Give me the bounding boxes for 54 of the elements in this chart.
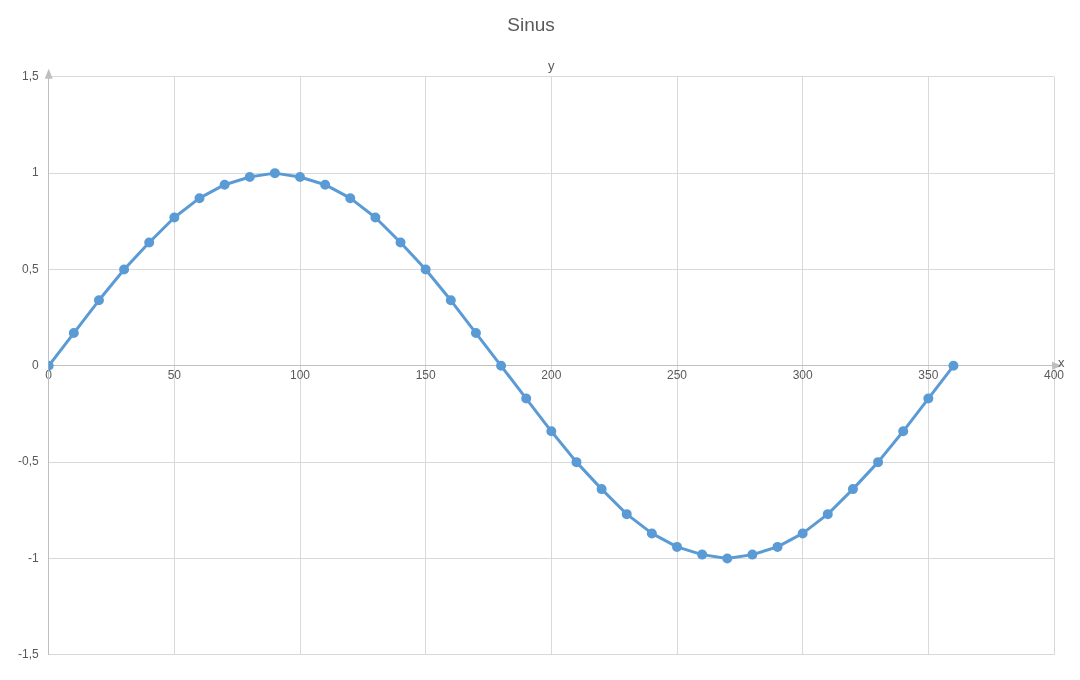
x-tick-label: 100	[289, 368, 311, 383]
point	[521, 393, 532, 404]
point	[93, 295, 104, 306]
point	[496, 360, 507, 371]
point	[395, 237, 406, 248]
y-tick-label: 1	[31, 165, 39, 180]
point	[320, 179, 331, 190]
point	[948, 360, 959, 371]
x-tick-label: 150	[415, 368, 437, 383]
x-tick-label: 50	[167, 368, 182, 383]
point	[571, 457, 582, 468]
y-tick-label: 1,5	[21, 69, 39, 84]
chart-title: Sinus	[507, 13, 555, 35]
point	[797, 528, 808, 539]
point	[219, 179, 230, 190]
point	[596, 484, 607, 495]
point	[898, 426, 909, 437]
point	[772, 541, 783, 552]
x-tick-label: 300	[792, 368, 813, 383]
y-axis-title: y	[548, 57, 556, 73]
point	[68, 328, 79, 339]
point	[621, 509, 632, 520]
x-axis-title: x	[1058, 355, 1065, 371]
y-tick-label: -1,5	[17, 647, 39, 662]
x-tick-label: 250	[666, 368, 688, 383]
point	[873, 457, 884, 468]
point	[144, 237, 155, 248]
point	[345, 193, 356, 204]
point	[470, 328, 481, 339]
x-tick-label: 400	[1043, 368, 1065, 383]
point	[370, 212, 381, 223]
y-tick-label: -1	[28, 550, 39, 565]
point	[546, 426, 557, 437]
point	[244, 171, 255, 182]
point	[822, 509, 833, 520]
y-tick-label: 0	[31, 358, 39, 373]
point	[295, 171, 306, 182]
point	[445, 295, 456, 306]
point	[672, 541, 682, 552]
point	[269, 168, 280, 179]
point	[169, 212, 180, 223]
point	[847, 484, 858, 495]
point	[747, 549, 758, 560]
point	[697, 549, 708, 560]
x-tick-label: 350	[918, 368, 939, 383]
point	[646, 528, 657, 539]
point	[194, 193, 205, 204]
x-tick-label: 200	[541, 368, 562, 383]
y-tick-label: -0,5	[17, 454, 39, 469]
y-tick-label: 0,5	[21, 261, 39, 276]
point	[923, 393, 934, 404]
point	[119, 264, 130, 275]
point	[722, 553, 733, 564]
point	[420, 264, 431, 275]
